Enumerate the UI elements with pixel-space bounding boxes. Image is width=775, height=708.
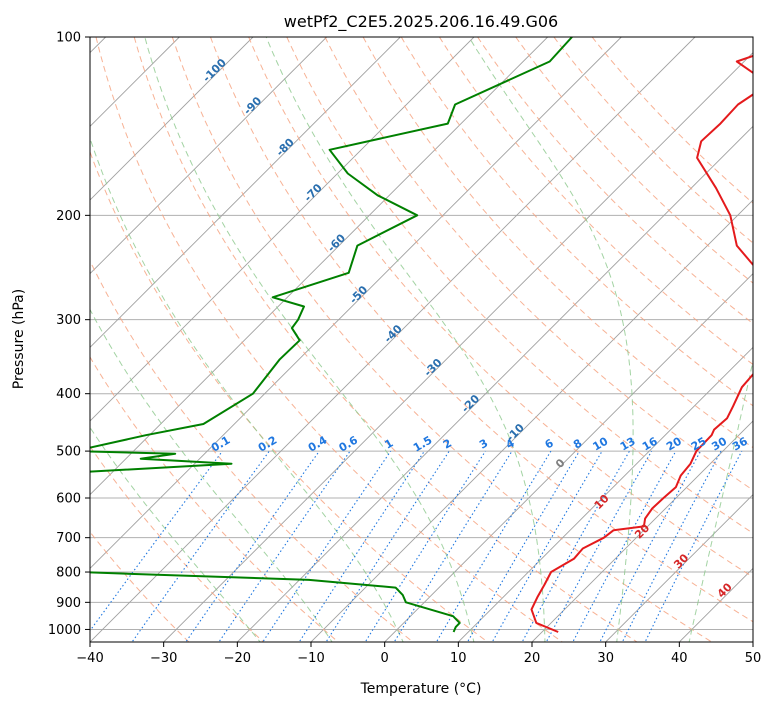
mixing-ratio-line (131, 450, 270, 642)
moist-adiabat-line (90, 136, 404, 642)
mixing-ratio-line (466, 450, 580, 642)
plot-frame (89, 36, 754, 643)
isotherm-line (752, 641, 753, 642)
plot-background (90, 37, 753, 642)
dry-adiabat-line (90, 150, 488, 642)
moist-adiabat-line (468, 37, 634, 642)
x-tick-label: 30 (597, 651, 614, 666)
dry-adiabat-line (324, 37, 753, 491)
dry-adiabat-line (438, 37, 753, 366)
y-tick-label: 400 (56, 387, 81, 402)
dry-adiabat-line (95, 37, 563, 642)
isotherm-line (531, 420, 753, 642)
y-tick-label: 500 (56, 445, 81, 460)
dry-adiabat-line (591, 37, 753, 204)
x-tick-label: 50 (745, 651, 762, 666)
x-tick-label: −10 (297, 651, 324, 666)
moist-adiabat-line (688, 358, 753, 642)
isotherm-line (90, 37, 401, 348)
dry-adiabat-line (90, 445, 264, 642)
dry-adiabat-line (400, 37, 753, 407)
x-tick-label: 40 (671, 651, 688, 666)
dry-adiabat-line (248, 37, 753, 578)
dewpoint-profile-line (90, 37, 573, 633)
y-tick-label: 900 (56, 596, 81, 611)
chart-title: wetPf2_C2E5.2025.206.16.49.G06 (284, 12, 558, 32)
dry-adiabat-line (171, 37, 712, 642)
y-tick-label: 200 (56, 209, 81, 224)
background-lines (90, 37, 775, 644)
mixing-ratio-line (364, 450, 486, 642)
mixing-ratio-line (90, 450, 223, 632)
mixing-ratio-line (185, 450, 320, 642)
dry-adiabat-line (90, 356, 339, 642)
moist-adiabat-line (90, 308, 333, 642)
isotherm-line (458, 346, 753, 642)
mixing-ratio-line (218, 450, 351, 642)
dry-adiabat-line (553, 37, 753, 244)
isotherm-line (90, 37, 622, 569)
dry-adiabat-line (133, 37, 638, 642)
isotherm-line (90, 37, 548, 496)
x-tick-label: 10 (450, 651, 467, 666)
dry-adiabat-line (90, 259, 414, 642)
isotherm-line (605, 494, 753, 642)
moist-adiabat-line (265, 37, 546, 642)
mixing-ratio-line (298, 450, 425, 642)
axis-ticks: −40 −30 −20 −10 0 10 20 30 40 50 100 200 300 400 500 60… (48, 31, 761, 667)
mixing-ratio-line (621, 450, 722, 642)
y-tick-label: 600 (56, 492, 81, 507)
dry-adiabat-line (210, 37, 753, 623)
x-tick-label: −20 (224, 651, 251, 666)
y-tick-label: 300 (56, 313, 81, 328)
moist-adiabat-line (761, 37, 775, 644)
temperature-profile-line (530, 54, 753, 633)
isotherm-line (90, 37, 475, 422)
mixing-ratio-line (393, 450, 513, 642)
x-tick-label: −40 (76, 651, 103, 666)
x-tick-label: −30 (150, 651, 177, 666)
moist-adiabat-line (90, 426, 261, 642)
dry-adiabat-line (286, 37, 753, 534)
mixing-ratio-line (325, 450, 450, 642)
y-tick-label: 800 (56, 566, 81, 581)
mixing-ratio-line (262, 450, 392, 642)
dry-adiabat-line (362, 37, 753, 449)
isotherm-line (163, 52, 753, 642)
y-tick-label: 1000 (48, 623, 81, 638)
mixing-ratio-line (599, 450, 701, 642)
mixing-ratio-line (572, 450, 677, 642)
x-tick-label: 0 (381, 651, 389, 666)
isotherm-line (237, 125, 753, 642)
y-axis-label: Pressure (hPa) (11, 289, 27, 389)
profile-lines (90, 37, 753, 633)
y-tick-label: 100 (56, 31, 81, 46)
moist-adiabat-line (144, 37, 475, 642)
y-tick-label: 700 (56, 531, 81, 546)
isotherm-line (90, 37, 254, 201)
x-axis-label: Temperature (°C) (360, 681, 482, 697)
isotherm-line (384, 273, 753, 642)
isotherm-line (90, 37, 327, 275)
isotherm-line (90, 37, 696, 642)
x-tick-label: 20 (524, 651, 541, 666)
